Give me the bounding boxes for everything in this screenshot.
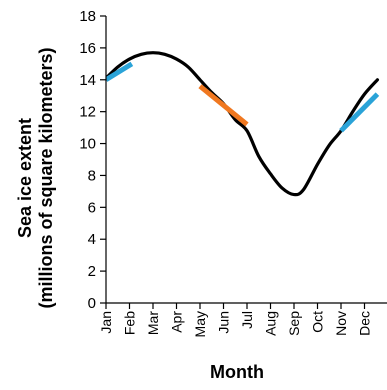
x-tick-label: Mar [145,311,161,335]
x-tick-label: Nov [333,311,349,336]
axis-layer: 0 2 4 6 8 10 12 14 16 18 Jan Feb Mar Apr May Jun Jul Aug S… [79,8,387,337]
y-axis-title-line2: (millions of square kilometers) [36,47,56,308]
y-tick-label: 14 [79,72,96,89]
y-tick-label: 18 [79,8,96,25]
x-tick-label: Oct [310,311,326,333]
x-tick-label: Aug [263,311,279,336]
highlight-segment-3 [339,92,380,133]
y-tick-label: 4 [88,231,96,248]
y-tick-label: 0 [88,295,96,312]
y-axis-title-group: Sea ice extent (millions of square kilom… [15,47,56,308]
x-axis-title: Month [210,362,264,382]
x-tick-label: Apr [169,311,185,333]
y-tick-label: 12 [79,104,96,121]
x-tick-label: May [192,311,208,337]
x-tick-label: Sep [286,311,302,336]
y-tick-label: 10 [79,136,96,153]
y-tick-label: 6 [88,199,96,216]
highlight-segment-2 [198,84,249,127]
y-tick-label: 2 [88,263,96,280]
x-tick-label: Jul [239,311,255,329]
y-tick-label: 8 [88,167,96,184]
y-tick-label: 16 [79,40,96,57]
x-tick-label: Feb [122,311,138,335]
sea-ice-curve [106,51,380,197]
plot-layer [106,51,380,197]
x-tick-label: Jun [216,311,232,334]
x-tick-label: Jan [98,311,114,334]
highlight-segment-1 [106,61,134,82]
y-axis-title-line1: Sea ice extent [15,118,35,238]
x-tick-label: Dec [357,311,373,336]
